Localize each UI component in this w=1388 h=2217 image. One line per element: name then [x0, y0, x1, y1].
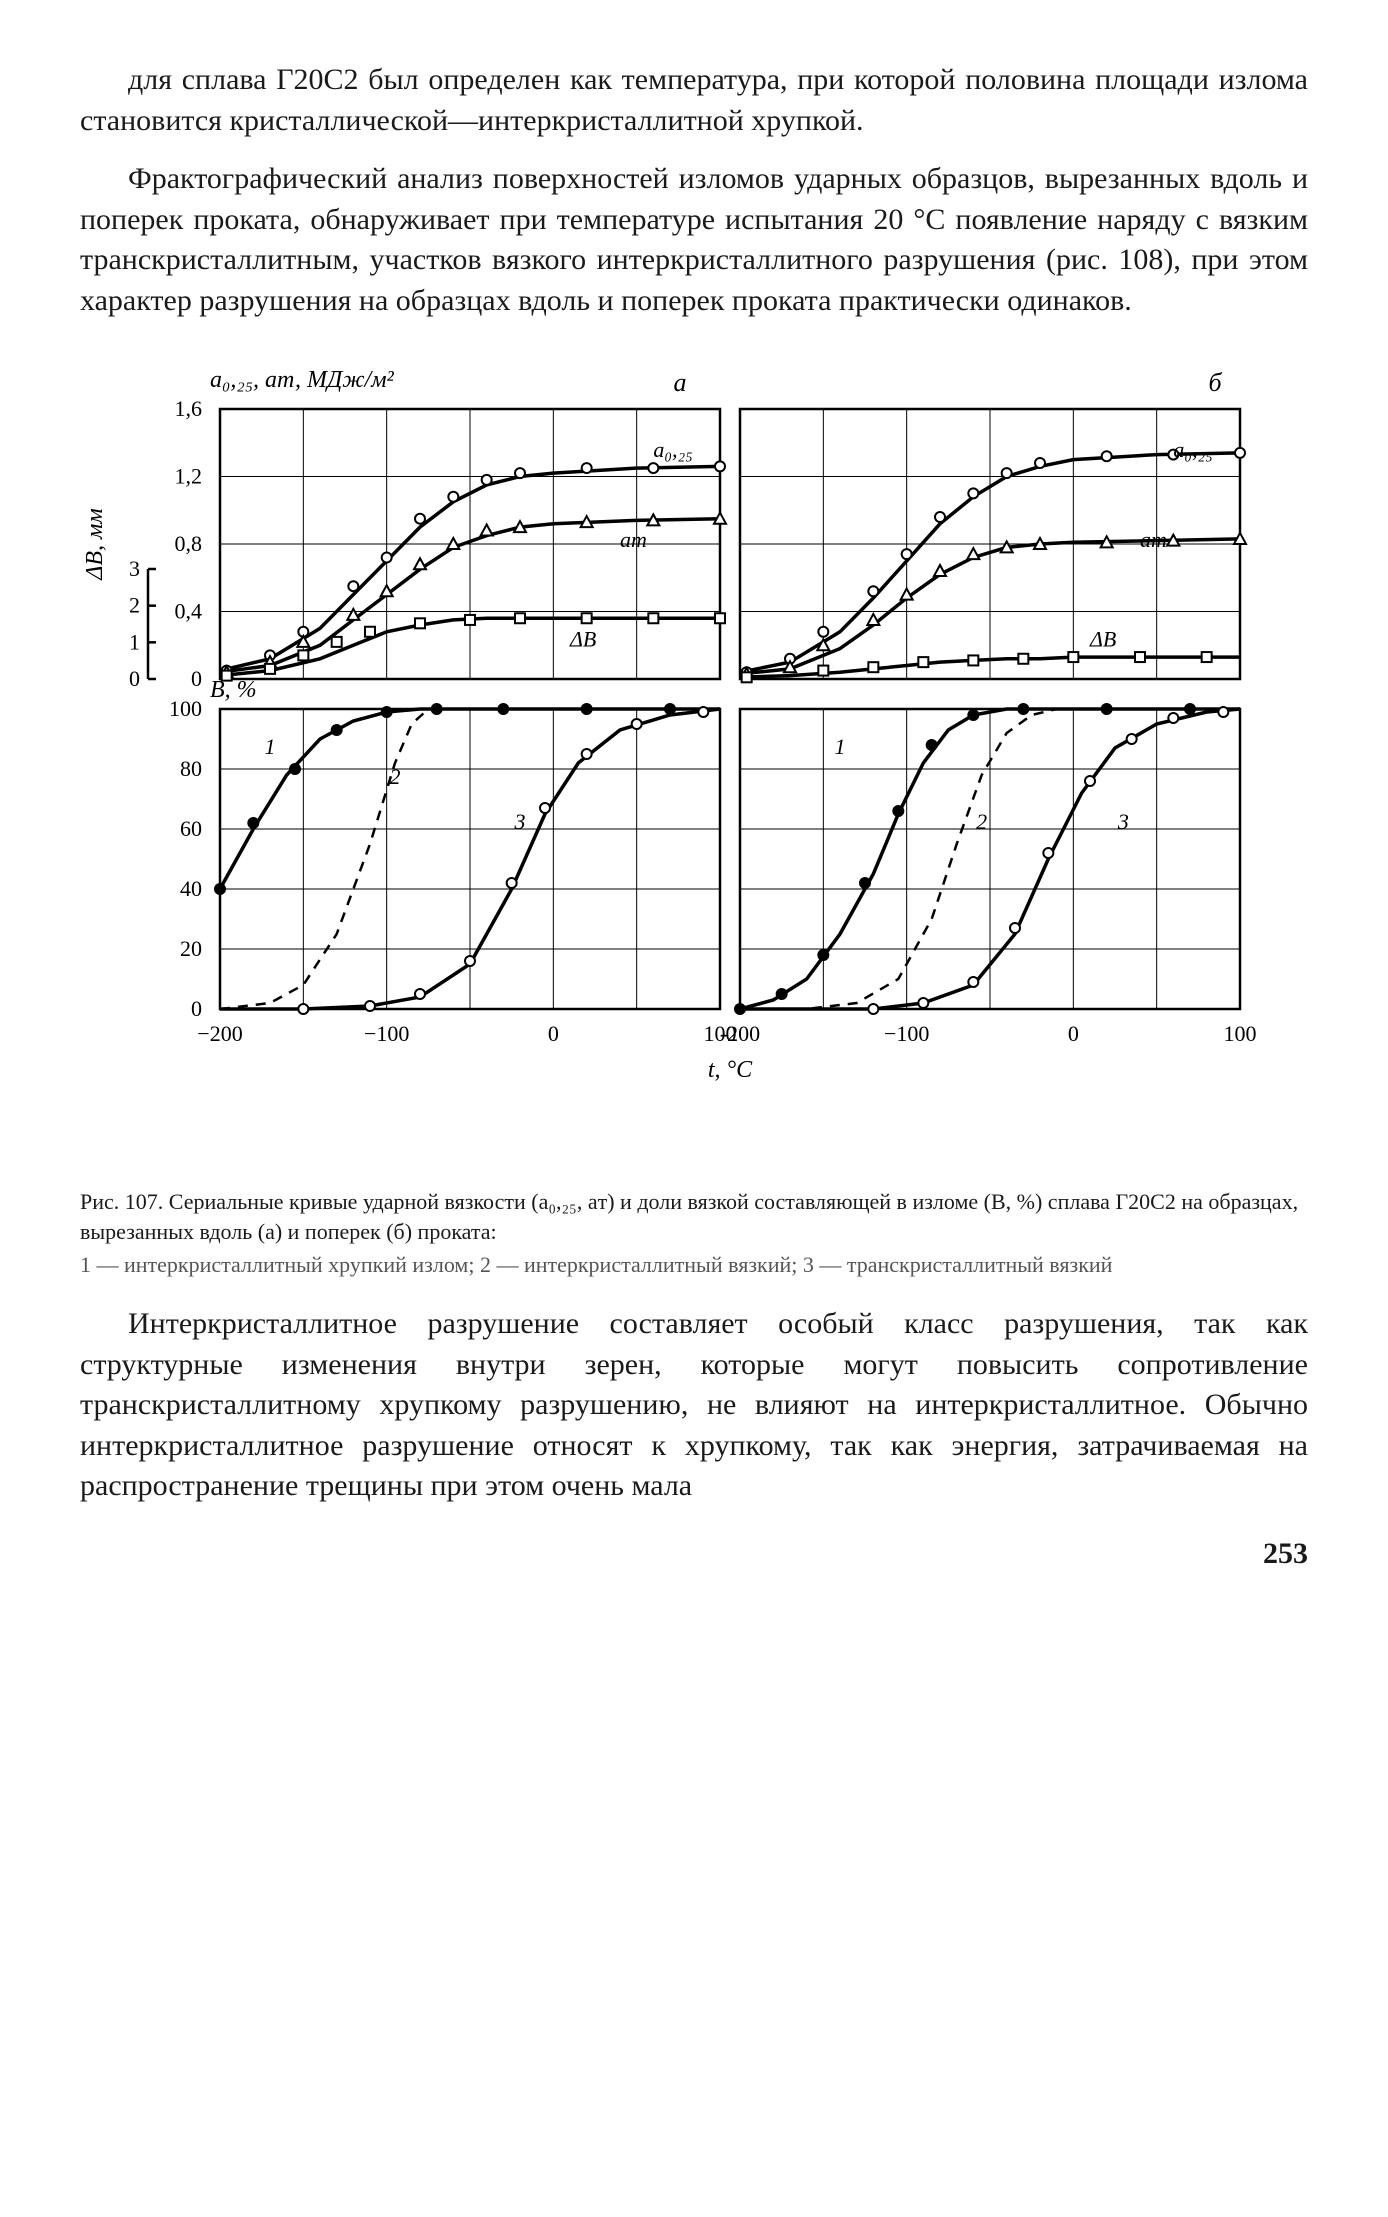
svg-text:2: 2: [390, 764, 401, 789]
svg-text:0: 0: [129, 666, 140, 691]
svg-text:В, %: В, %: [210, 677, 257, 703]
svg-text:2: 2: [129, 593, 140, 618]
svg-text:a₀,₂₅, aт, МДж/м²: a₀,₂₅, aт, МДж/м²: [210, 367, 395, 393]
figure-107-caption-legend: 1 — интеркристаллитный хрупкий излом; 2 …: [80, 1250, 1308, 1280]
svg-text:t, °C: t, °C: [708, 1057, 753, 1083]
paragraph-2: Фрактографический анализ поверхностей из…: [80, 159, 1308, 321]
svg-text:100: 100: [169, 696, 202, 721]
svg-text:2: 2: [976, 809, 987, 834]
svg-text:a₀,₂₅: a₀,₂₅: [653, 437, 692, 462]
svg-text:100: 100: [1224, 1021, 1257, 1046]
svg-text:−100: −100: [884, 1021, 929, 1046]
svg-text:1: 1: [835, 734, 846, 759]
page-number: 253: [80, 1537, 1308, 1571]
figure-107-chart: a₀,₂₅, aт, МДж/м² а б 0 0,4 0,8 1,2 1,6 0 1 2 3 ΔB, …: [80, 349, 1260, 1169]
paragraph-1: для сплава Г20С2 был определен как темпе…: [80, 60, 1308, 141]
svg-text:3: 3: [1117, 809, 1129, 834]
svg-text:3: 3: [514, 809, 526, 834]
svg-text:0: 0: [191, 996, 202, 1021]
svg-text:aт: aт: [620, 527, 647, 552]
svg-text:−200: −200: [197, 1021, 242, 1046]
paragraph-3: Интеркристаллитное разрушение составляет…: [80, 1304, 1308, 1507]
svg-text:a₀,₂₅: a₀,₂₅: [1173, 437, 1212, 462]
svg-text:б: б: [1208, 368, 1222, 397]
svg-text:ΔB: ΔB: [1089, 626, 1116, 651]
svg-text:0,4: 0,4: [175, 599, 203, 624]
svg-text:80: 80: [180, 756, 202, 781]
svg-text:а: а: [674, 368, 687, 397]
svg-text:3: 3: [129, 556, 140, 581]
svg-text:1: 1: [265, 734, 276, 759]
figure-107: a₀,₂₅, aт, МДж/м² а б 0 0,4 0,8 1,2 1,6 0 1 2 3 ΔB, …: [80, 349, 1308, 1280]
svg-text:1: 1: [129, 629, 140, 654]
svg-text:60: 60: [180, 816, 202, 841]
svg-text:0: 0: [548, 1021, 559, 1046]
svg-text:40: 40: [180, 876, 202, 901]
svg-text:aт: aт: [1140, 527, 1167, 552]
svg-text:−100: −100: [364, 1021, 409, 1046]
svg-text:ΔB: ΔB: [569, 626, 596, 651]
svg-text:1,6: 1,6: [175, 396, 203, 421]
svg-text:0,8: 0,8: [175, 531, 203, 556]
svg-text:0: 0: [1068, 1021, 1079, 1046]
svg-text:-200: -200: [720, 1021, 760, 1046]
svg-text:20: 20: [180, 936, 202, 961]
svg-text:0: 0: [191, 666, 202, 691]
figure-107-caption: Рис. 107. Сериальные кривые ударной вязк…: [80, 1187, 1308, 1246]
svg-text:ΔB, мм: ΔB, мм: [82, 508, 108, 580]
svg-text:1,2: 1,2: [175, 464, 203, 489]
